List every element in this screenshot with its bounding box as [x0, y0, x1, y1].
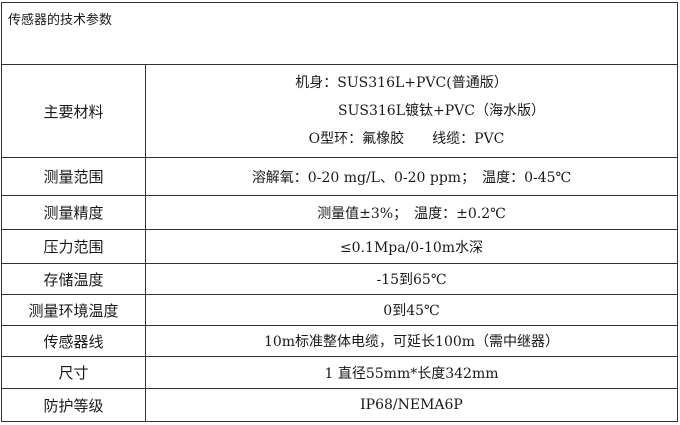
- row-value: 0到45℃: [145, 294, 678, 326]
- table-row: 存储温度 -15到65℃: [1, 263, 678, 295]
- row-value: 测量值±3%； 温度：±0.2℃: [145, 195, 678, 230]
- title-row: 传感器的技术参数: [1, 2, 678, 65]
- value-line: SUS316L镀钛+PVC（海水版）: [338, 103, 545, 119]
- row-label: 尺寸: [1, 356, 146, 389]
- row-value: 溶解氧：0-20 mg/L、0-20 ppm； 温度：0-45℃: [145, 157, 678, 196]
- row-label: 测量范围: [1, 157, 146, 196]
- table-row: 尺寸 1 直径55mm*长度342mm: [1, 356, 678, 389]
- row-label: 防护等级: [1, 388, 146, 422]
- table-row: 主要材料 机身：SUS316L+PVC(普通版） SUS316L镀钛+PVC（海…: [1, 64, 678, 158]
- table-title: 传感器的技术参数: [1, 2, 678, 65]
- table-row: 测量精度 测量值±3%； 温度：±0.2℃: [1, 195, 678, 230]
- row-label: 压力范围: [1, 229, 146, 264]
- row-label: 测量环境温度: [1, 294, 146, 326]
- row-value: -15到65℃: [145, 263, 678, 295]
- row-label: 存储温度: [1, 263, 146, 295]
- row-label: 传感器线: [1, 325, 146, 357]
- table-row: 防护等级 IP68/NEMA6P: [1, 388, 678, 422]
- table-row: 压力范围 ≤0.1Mpa/0-10m水深: [1, 229, 678, 264]
- row-label: 测量精度: [1, 195, 146, 230]
- row-value: ≤0.1Mpa/0-10m水深: [145, 229, 678, 264]
- value-line: 机身：SUS316L+PVC(普通版）: [295, 75, 508, 91]
- table-row: 测量环境温度 0到45℃: [1, 294, 678, 326]
- row-value: 1 直径55mm*长度342mm: [145, 356, 678, 389]
- row-value: 机身：SUS316L+PVC(普通版） SUS316L镀钛+PVC（海水版） O…: [145, 64, 678, 158]
- row-value: 10m标准整体电缆，可延长100m（需中继器）: [145, 325, 678, 357]
- row-label: 主要材料: [1, 64, 146, 158]
- value-line: O型环：氟橡胶 线缆：PVC: [308, 131, 505, 147]
- table-row: 测量范围 溶解氧：0-20 mg/L、0-20 ppm； 温度：0-45℃: [1, 157, 678, 196]
- table-row: 传感器线 10m标准整体电缆，可延长100m（需中继器）: [1, 325, 678, 357]
- row-value: IP68/NEMA6P: [145, 388, 678, 422]
